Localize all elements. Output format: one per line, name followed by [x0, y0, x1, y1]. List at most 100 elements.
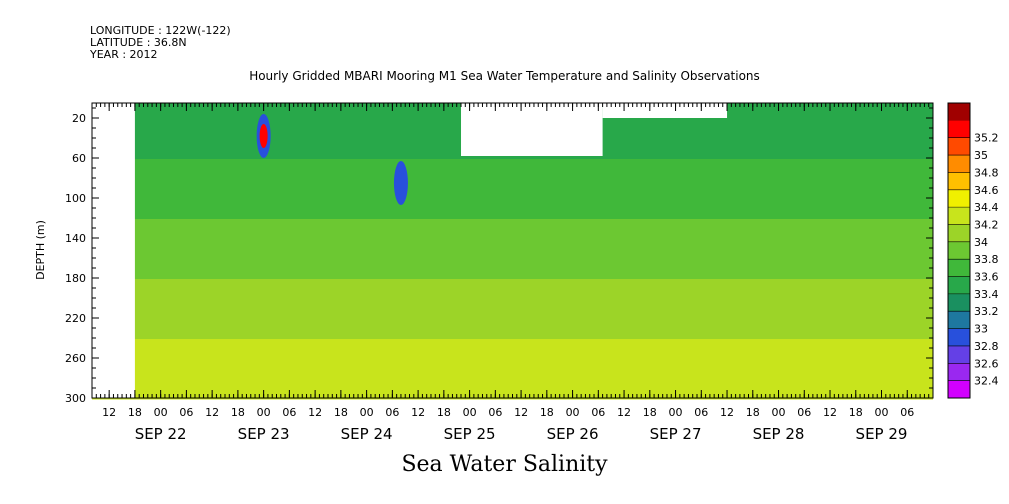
- y-tick-label: 20: [72, 112, 86, 125]
- salinity-band: [92, 319, 933, 324]
- colorbar-swatch: [948, 363, 970, 381]
- x-day-label: SEP 25: [444, 425, 496, 443]
- salinity-field: [92, 103, 933, 400]
- x-hour-label: 12: [205, 406, 219, 419]
- salinity-band: [92, 167, 933, 172]
- colorbar: 32.4 32.6 32.8 33 33.2 33.4 33.6 33.8 34 34.2 34.4…: [947, 102, 999, 399]
- salinity-band: [92, 351, 933, 356]
- colorbar-swatch: [948, 137, 970, 156]
- x-hour-label: 00: [154, 406, 168, 419]
- salinity-band: [92, 203, 933, 208]
- salinity-band: [92, 211, 933, 216]
- colorbar-swatch: [948, 172, 970, 191]
- y-tick-label: 100: [65, 192, 86, 205]
- salinity-band: [92, 215, 933, 220]
- data-gap: [602, 103, 728, 118]
- x-hour-label: 12: [720, 406, 734, 419]
- x-hour-label: 18: [746, 406, 760, 419]
- salinity-band: [92, 255, 933, 260]
- salinity-band: [92, 335, 933, 340]
- salinity-band: [92, 391, 933, 396]
- salinity-band: [92, 299, 933, 304]
- salinity-band: [92, 219, 933, 224]
- salinity-band: [92, 339, 933, 344]
- colorbar-label: 34: [974, 236, 988, 249]
- salinity-band: [92, 159, 933, 164]
- latitude-label: LATITUDE : 36.8N: [90, 36, 187, 49]
- salinity-band: [92, 331, 933, 336]
- salinity-band: [92, 247, 933, 252]
- salinity-band: [92, 207, 933, 212]
- salinity-anomaly: [259, 124, 268, 148]
- salinity-band: [92, 307, 933, 312]
- salinity-band: [92, 231, 933, 236]
- chart-title: Hourly Gridded MBARI Mooring M1 Sea Wate…: [249, 69, 760, 83]
- x-hour-label: 18: [849, 406, 863, 419]
- x-hour-label: 06: [179, 406, 193, 419]
- colorbar-label: 34.8: [974, 166, 999, 179]
- x-axis-label: Sea Water Salinity: [401, 452, 608, 477]
- data-gap: [92, 103, 135, 398]
- y-tick-label: 220: [65, 312, 86, 325]
- y-tick-label: 180: [65, 272, 86, 285]
- salinity-band: [92, 223, 933, 228]
- salinity-band: [92, 359, 933, 364]
- salinity-band: [92, 375, 933, 380]
- salinity-band: [92, 311, 933, 316]
- colorbar-label: 34.6: [974, 184, 999, 197]
- colorbar-swatch: [948, 241, 970, 260]
- x-day-label: SEP 24: [341, 425, 393, 443]
- y-axis-label: DEPTH (m): [34, 220, 47, 280]
- salinity-band: [92, 287, 933, 292]
- salinity-band: [92, 363, 933, 368]
- colorbar-label: 33.4: [974, 288, 999, 301]
- colorbar-label: 34.2: [974, 218, 999, 231]
- y-tick-label: 260: [65, 352, 86, 365]
- colorbar-swatch: [948, 224, 970, 243]
- colorbar-label: 35: [974, 149, 988, 162]
- x-hour-label: 00: [669, 406, 683, 419]
- salinity-band: [92, 175, 933, 180]
- colorbar-label: 33.2: [974, 305, 999, 318]
- x-hour-label: 06: [797, 406, 811, 419]
- colorbar-label: 32.6: [974, 357, 999, 370]
- salinity-band: [92, 355, 933, 360]
- colorbar-label: 33: [974, 323, 988, 336]
- colorbar-swatch: [948, 103, 970, 121]
- salinity-band: [92, 243, 933, 248]
- colorbar-label: 34.4: [974, 201, 999, 214]
- salinity-band: [92, 251, 933, 256]
- x-day-label: SEP 27: [650, 425, 702, 443]
- x-hour-label: 12: [514, 406, 528, 419]
- salinity-band: [92, 283, 933, 288]
- x-day-label: SEP 29: [856, 425, 908, 443]
- salinity-band: [92, 235, 933, 240]
- x-hour-label: 18: [128, 406, 142, 419]
- salinity-band: [92, 179, 933, 184]
- x-hour-label: 12: [617, 406, 631, 419]
- salinity-band: [92, 163, 933, 168]
- salinity-band: [92, 271, 933, 276]
- salinity-band: [92, 259, 933, 264]
- x-day-label: SEP 26: [547, 425, 599, 443]
- colorbar-swatch: [948, 328, 970, 347]
- colorbar-swatch: [948, 120, 970, 139]
- colorbar-swatch: [948, 380, 970, 399]
- colorbar-swatch: [948, 189, 970, 208]
- x-hour-label: 06: [385, 406, 399, 419]
- y-tick-label: 60: [72, 152, 86, 165]
- salinity-band: [92, 387, 933, 392]
- salinity-band: [92, 295, 933, 300]
- colorbar-frame: [947, 102, 971, 399]
- x-day-label: SEP 23: [238, 425, 290, 443]
- x-hour-label: 18: [231, 406, 245, 419]
- colorbar-swatch: [948, 207, 970, 225]
- salinity-band: [92, 291, 933, 296]
- x-hour-label: 00: [257, 406, 271, 419]
- salinity-band: [92, 239, 933, 244]
- colorbar-swatch: [948, 345, 970, 364]
- salinity-band: [92, 379, 933, 384]
- colorbar-label: 32.8: [974, 340, 999, 353]
- x-hour-label: 00: [772, 406, 786, 419]
